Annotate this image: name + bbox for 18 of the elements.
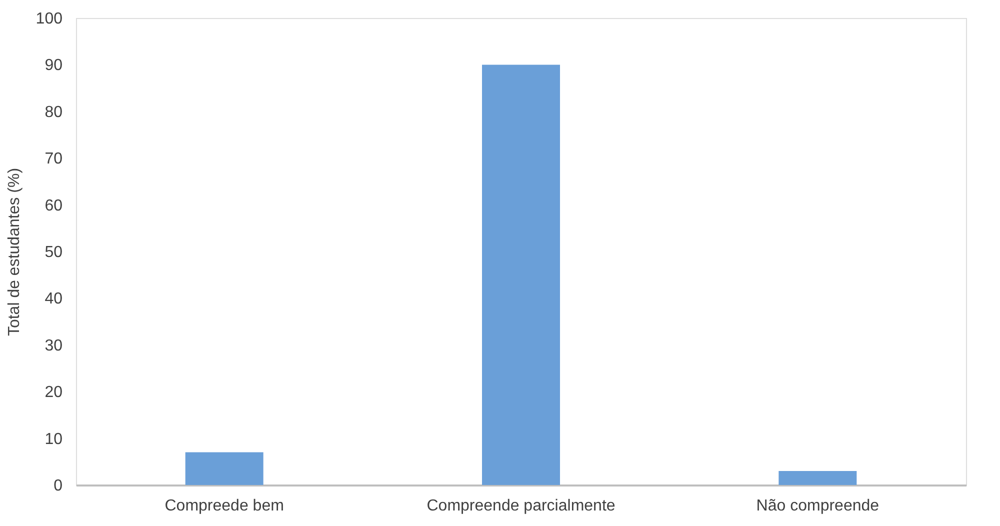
- y-tick-label: 0: [54, 478, 63, 494]
- y-tick-label: 10: [44, 430, 63, 448]
- y-tick-label: 100: [36, 10, 63, 28]
- y-tick-label: 20: [44, 384, 63, 402]
- y-tick-label: 60: [44, 197, 63, 214]
- y-tick-label: 50: [44, 244, 63, 261]
- x-tick-label: Compreende parcialmente: [426, 498, 616, 514]
- y-tick-label: 70: [44, 150, 63, 168]
- y-axis-title: Total de estudantes (%): [6, 168, 23, 336]
- y-tick-label: 30: [44, 337, 63, 354]
- y-tick-label: 90: [44, 57, 63, 74]
- y-tick-label: 40: [44, 290, 63, 308]
- bar: [185, 452, 264, 485]
- bar: [778, 470, 857, 485]
- bar: [482, 64, 560, 485]
- x-tick-label: Compreede bem: [164, 498, 284, 514]
- y-tick-label: 80: [44, 104, 63, 121]
- x-tick-label: Não compreende: [756, 498, 880, 514]
